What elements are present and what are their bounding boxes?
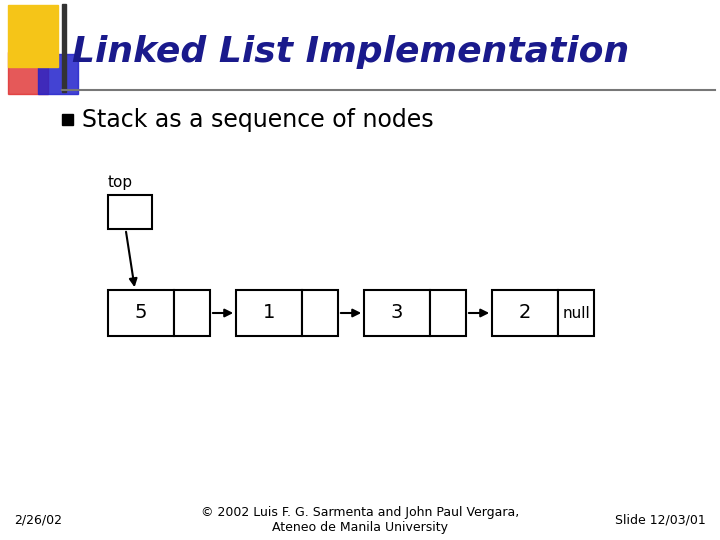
Text: top: top bbox=[108, 175, 133, 190]
Bar bbox=[8, 52, 48, 94]
Text: 2: 2 bbox=[519, 303, 531, 322]
Text: 1: 1 bbox=[263, 303, 275, 322]
Bar bbox=[38, 54, 78, 94]
Bar bbox=[302, 290, 338, 336]
Bar bbox=[492, 290, 558, 336]
Text: 3: 3 bbox=[391, 303, 403, 322]
Text: 5: 5 bbox=[135, 303, 148, 322]
Text: Stack as a sequence of nodes: Stack as a sequence of nodes bbox=[82, 108, 433, 132]
Bar bbox=[430, 290, 466, 336]
Text: 2/26/02: 2/26/02 bbox=[14, 514, 62, 526]
Text: Linked List Implementation: Linked List Implementation bbox=[72, 35, 629, 69]
Text: Slide 12/03/01: Slide 12/03/01 bbox=[616, 514, 706, 526]
Text: null: null bbox=[562, 306, 590, 321]
Bar bbox=[364, 290, 430, 336]
Text: © 2002 Luis F. G. Sarmenta and John Paul Vergara,
Ateneo de Manila University: © 2002 Luis F. G. Sarmenta and John Paul… bbox=[201, 506, 519, 534]
Bar bbox=[108, 290, 174, 336]
Bar bbox=[62, 4, 66, 92]
Bar bbox=[558, 290, 594, 336]
Bar bbox=[236, 290, 302, 336]
Bar bbox=[62, 114, 73, 125]
Bar bbox=[108, 195, 152, 229]
Bar bbox=[8, 5, 58, 67]
Bar bbox=[174, 290, 210, 336]
